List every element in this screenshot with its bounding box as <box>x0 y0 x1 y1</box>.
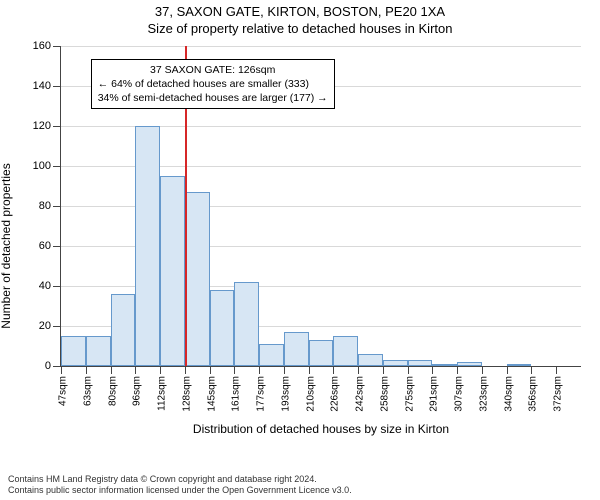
x-tick-label: 258sqm <box>379 376 390 412</box>
y-tick-label: 80 <box>39 200 61 212</box>
histogram-bar <box>457 362 482 366</box>
x-tick <box>160 366 161 374</box>
x-tick-label: 80sqm <box>107 376 118 406</box>
x-tick-label: 63sqm <box>82 376 93 406</box>
x-tick-label: 161sqm <box>231 376 242 412</box>
chart-title-line1: 37, SAXON GATE, KIRTON, BOSTON, PE20 1XA <box>0 4 600 19</box>
x-tick-label: 193sqm <box>280 376 291 412</box>
x-tick <box>86 366 87 374</box>
x-tick-label: 372sqm <box>553 376 564 412</box>
annotation-line: ← 64% of detached houses are smaller (33… <box>98 77 328 91</box>
histogram-bar <box>86 336 111 366</box>
x-tick-label: 96sqm <box>132 376 143 406</box>
histogram-bar <box>135 126 160 366</box>
y-tick-label: 120 <box>33 120 61 132</box>
x-tick <box>556 366 557 374</box>
y-tick-label: 20 <box>39 320 61 332</box>
x-tick <box>210 366 211 374</box>
annotation-box: 37 SAXON GATE: 126sqm← 64% of detached h… <box>91 59 335 110</box>
x-tick-label: 291sqm <box>429 376 440 412</box>
x-tick <box>61 366 62 374</box>
x-tick <box>531 366 532 374</box>
x-tick <box>358 366 359 374</box>
x-tick-label: 128sqm <box>181 376 192 412</box>
x-tick-label: 356sqm <box>528 376 539 412</box>
x-tick <box>284 366 285 374</box>
x-tick <box>135 366 136 374</box>
x-tick <box>457 366 458 374</box>
x-tick <box>408 366 409 374</box>
histogram-bar <box>160 176 185 366</box>
y-tick-label: 40 <box>39 280 61 292</box>
plot-area: Distribution of detached houses by size … <box>60 46 581 367</box>
x-tick <box>185 366 186 374</box>
x-tick-label: 340sqm <box>503 376 514 412</box>
x-tick <box>309 366 310 374</box>
y-tick-label: 160 <box>33 40 61 52</box>
histogram-bar <box>309 340 334 366</box>
footer-line2: Contains public sector information licen… <box>8 485 352 496</box>
histogram-bar <box>210 290 235 366</box>
x-tick-label: 226sqm <box>330 376 341 412</box>
x-axis-label: Distribution of detached houses by size … <box>193 422 449 436</box>
histogram-bar <box>507 364 532 366</box>
chart-title-line2: Size of property relative to detached ho… <box>0 21 600 36</box>
histogram-bar <box>383 360 408 366</box>
x-tick <box>333 366 334 374</box>
histogram-bar <box>284 332 309 366</box>
x-tick-label: 177sqm <box>256 376 267 412</box>
x-tick <box>234 366 235 374</box>
histogram-bar <box>358 354 383 366</box>
chart-container: Number of detached properties Distributi… <box>0 36 600 456</box>
histogram-bar <box>61 336 86 366</box>
x-tick-label: 210sqm <box>305 376 316 412</box>
x-tick-label: 275sqm <box>404 376 415 412</box>
x-tick <box>383 366 384 374</box>
annotation-line: 37 SAXON GATE: 126sqm <box>98 63 328 77</box>
x-tick-label: 323sqm <box>478 376 489 412</box>
y-axis-label: Number of detached properties <box>0 163 13 328</box>
x-tick-label: 47sqm <box>58 376 69 406</box>
footer-line1: Contains HM Land Registry data © Crown c… <box>8 474 352 485</box>
x-tick-label: 145sqm <box>206 376 217 412</box>
x-tick <box>432 366 433 374</box>
histogram-bar <box>432 364 457 366</box>
x-tick <box>482 366 483 374</box>
histogram-bar <box>408 360 433 366</box>
x-tick-label: 307sqm <box>454 376 465 412</box>
x-tick <box>111 366 112 374</box>
grid-line <box>61 46 581 47</box>
histogram-bar <box>234 282 259 366</box>
x-tick-label: 112sqm <box>157 376 168 411</box>
y-tick-label: 60 <box>39 240 61 252</box>
y-tick-label: 0 <box>45 360 61 372</box>
x-tick <box>507 366 508 374</box>
annotation-line: 34% of semi-detached houses are larger (… <box>98 91 328 105</box>
attribution-footer: Contains HM Land Registry data © Crown c… <box>8 474 352 497</box>
x-tick <box>259 366 260 374</box>
histogram-bar <box>259 344 284 366</box>
y-tick-label: 140 <box>33 80 61 92</box>
histogram-bar <box>333 336 358 366</box>
x-tick-label: 242sqm <box>355 376 366 412</box>
histogram-bar <box>111 294 136 366</box>
y-tick-label: 100 <box>33 160 61 172</box>
histogram-bar <box>185 192 210 366</box>
